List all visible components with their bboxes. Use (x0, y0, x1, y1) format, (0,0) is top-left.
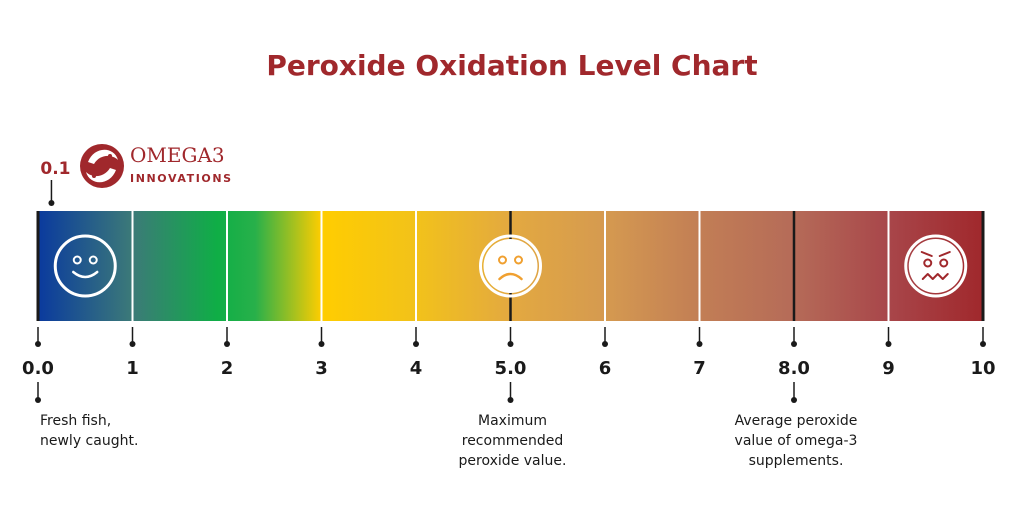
face-ring (904, 234, 968, 298)
face-ring (53, 234, 117, 298)
tick-label: 2 (221, 358, 234, 379)
annotation-dot (35, 397, 41, 403)
annotation: Fresh fish, newly caught. (35, 382, 138, 449)
eye (72, 255, 82, 265)
annotation-text: value of omega-3 (735, 433, 858, 449)
tick-dot (696, 341, 703, 347)
mouth (72, 270, 99, 279)
brand-name: OMEGA3 (130, 143, 225, 167)
annotation-dot (791, 397, 797, 403)
eye (939, 258, 949, 268)
tick-label: 10 (970, 358, 995, 379)
chart-title: Peroxide Oxidation Level Chart (266, 49, 757, 82)
annotations: Fresh fish, newly caught. Maximum recommend… (35, 382, 857, 469)
face-ring (479, 234, 542, 298)
annotation-text: peroxide value. (459, 453, 567, 469)
tick-dot (885, 341, 892, 347)
tick-label: 8.0 (778, 358, 810, 379)
annotation-text: Maximum (478, 413, 547, 429)
eye (514, 255, 523, 265)
tick-dot (35, 341, 41, 347)
faces (53, 234, 968, 298)
brow (938, 251, 951, 257)
annotation-text: newly caught. (40, 433, 138, 449)
eye (498, 255, 507, 265)
tick-dot (224, 341, 230, 347)
tick-label: 6 (599, 358, 612, 379)
face-sad-icon (479, 234, 542, 298)
brand-subtitle: INNOVATIONS (130, 172, 233, 185)
annotation-text: Average peroxide (735, 413, 858, 429)
face-happy-icon (53, 234, 117, 298)
mouth (498, 272, 523, 281)
annotation: Maximum recommended peroxide value. (459, 382, 567, 469)
brow (920, 251, 933, 257)
tick-label: 7 (693, 358, 706, 379)
mouth (921, 273, 949, 280)
tick-label: 9 (882, 358, 895, 379)
annotation: Average peroxide value of omega-3 suppleme… (735, 382, 858, 469)
tick-label: 0.0 (22, 358, 54, 379)
tick-dot (129, 341, 136, 347)
eye (923, 258, 933, 268)
annotation-text: Fresh fish, (40, 413, 111, 429)
tick-dot (318, 341, 325, 347)
face-fill (483, 239, 538, 293)
tick-dot (413, 341, 419, 347)
axis-ticks: 0.0 1 2 3 4 5.0 6 7 8.0 9 10 (22, 327, 996, 379)
face-fill (908, 239, 963, 293)
tick-dot (980, 341, 986, 347)
fish-emblem-icon (80, 144, 124, 188)
marker-label: 0.1 (40, 159, 70, 179)
tick-dot (507, 341, 514, 347)
tick-label: 4 (410, 358, 423, 379)
annotation-text: recommended (462, 433, 563, 449)
annotation-dot (507, 397, 514, 403)
eye (88, 255, 98, 265)
tick-dot (602, 341, 608, 347)
brand-logo: OMEGA3 INNOVATIONS (80, 143, 233, 188)
marker-dot (48, 200, 55, 206)
tick-dot (791, 341, 797, 347)
annotation-text: supplements. (749, 453, 844, 469)
face-sick-icon (904, 234, 968, 298)
tick-label: 3 (315, 358, 328, 379)
marker-0-1: 0.1 (40, 159, 71, 206)
tick-label: 1 (126, 358, 139, 379)
tick-label: 5.0 (495, 358, 527, 379)
